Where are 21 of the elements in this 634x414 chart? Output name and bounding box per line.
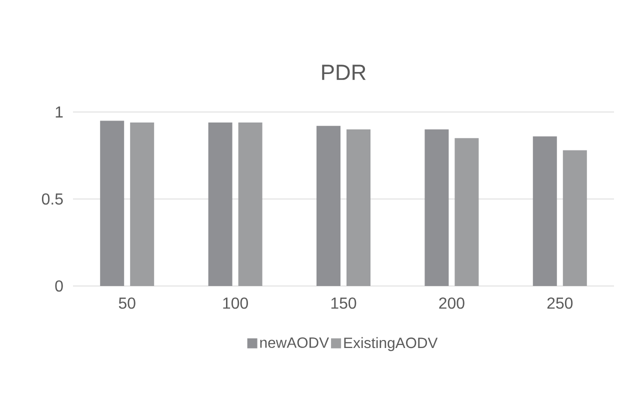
legend-label: newAODV <box>260 337 329 348</box>
bar <box>208 122 232 286</box>
bar <box>100 120 124 286</box>
y-tick-label: 1 <box>56 106 63 118</box>
legend-label: ExistingAODV <box>344 337 438 352</box>
y-tick-label: 0.5 <box>42 193 63 205</box>
bar <box>130 122 154 286</box>
bar <box>346 129 370 286</box>
chart-title: PDR <box>322 64 366 80</box>
bar <box>424 129 449 286</box>
x-tick-label: 250 <box>547 298 573 309</box>
bar <box>316 126 340 286</box>
x-tick-label: 100 <box>223 298 248 309</box>
x-tick-label: 150 <box>331 298 356 309</box>
bar <box>562 150 587 286</box>
y-tick-label: 0 <box>55 280 63 292</box>
x-tick-label: 50 <box>118 298 136 309</box>
x-tick-label: 200 <box>439 298 464 309</box>
bar <box>238 122 262 286</box>
bar <box>532 136 557 286</box>
bar <box>454 138 479 286</box>
